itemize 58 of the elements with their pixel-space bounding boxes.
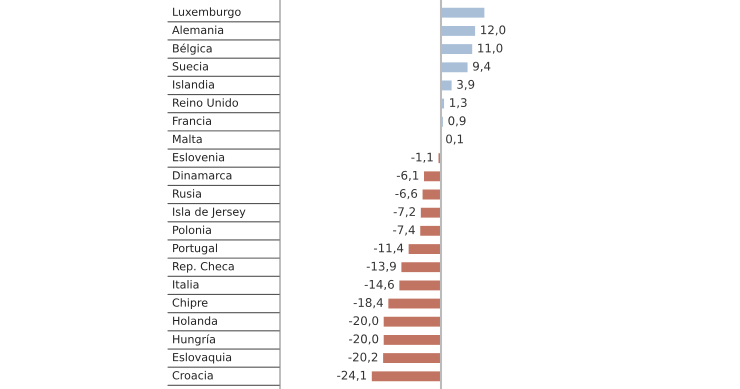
data-label: 12,0	[481, 25, 506, 36]
y-tick-label: Reino Unido	[173, 98, 238, 107]
bar	[440, 24, 476, 38]
bar	[421, 188, 442, 201]
bar	[370, 370, 442, 383]
y-tick-label: Chipre	[172, 298, 208, 309]
bar	[407, 242, 442, 256]
y-tick-label: Rep. Checa	[173, 262, 234, 273]
y-tick-label: Hungría	[173, 334, 215, 346]
y-tick-label: Eslovenia	[173, 152, 224, 162]
data-label: -11,4	[374, 244, 404, 254]
y-tick-label: Isla de Jersey	[173, 207, 246, 218]
bar	[440, 6, 486, 20]
y-tick-label: Bélgica	[173, 43, 212, 55]
y-tick-label: Italia	[173, 280, 198, 289]
data-label: -7,2	[394, 207, 415, 218]
bar	[382, 334, 442, 346]
bar	[398, 279, 442, 292]
data-label: -20,2	[348, 352, 378, 363]
data-label: -7,4	[393, 226, 415, 236]
y-tick-label: Holanda	[173, 316, 217, 325]
data-label: -20,0	[349, 316, 378, 326]
y-tick-label: Polonia	[173, 225, 211, 234]
bar	[440, 79, 454, 92]
bar	[400, 260, 442, 274]
y-tick-label: Rusia	[173, 189, 201, 198]
y-tick-label: Luxemburgo	[173, 7, 241, 18]
data-label: 1,3	[450, 98, 467, 108]
data-label: -6,1	[396, 170, 418, 181]
y-tick-label: Suecia	[172, 62, 208, 70]
bar	[382, 315, 442, 328]
data-label: 9,4	[473, 62, 490, 72]
data-label: -14,6	[364, 280, 394, 290]
y-tick-label: Dinamarca	[173, 170, 232, 180]
data-label: -1,1	[411, 152, 433, 163]
y-tick-label: Eslovaquia	[173, 352, 232, 364]
bar	[419, 206, 442, 220]
data-label: 3,9	[457, 80, 474, 90]
bar	[382, 352, 442, 364]
data-label: -20,0	[349, 334, 378, 345]
data-label: 0,1	[446, 134, 463, 145]
data-label: -24,1	[337, 370, 366, 381]
y-tick-label: Malta	[173, 134, 202, 144]
y-tick-label: Croacia	[172, 370, 213, 380]
bar	[418, 224, 442, 238]
bar	[440, 60, 469, 74]
y-tick-label: Portugal	[173, 244, 217, 254]
data-label: -6,6	[395, 188, 418, 200]
y-tick-label: Francia	[173, 116, 211, 126]
data-label: -18,4	[354, 298, 383, 308]
data-label: 11,0	[478, 44, 502, 54]
bar	[386, 297, 442, 310]
y-tick-label: Islandia	[173, 80, 214, 89]
bar	[422, 170, 442, 183]
bar	[440, 42, 474, 56]
data-label: 0,9	[448, 116, 466, 126]
y-tick-label: Alemania	[172, 26, 224, 34]
data-label: -13,9	[366, 262, 396, 272]
